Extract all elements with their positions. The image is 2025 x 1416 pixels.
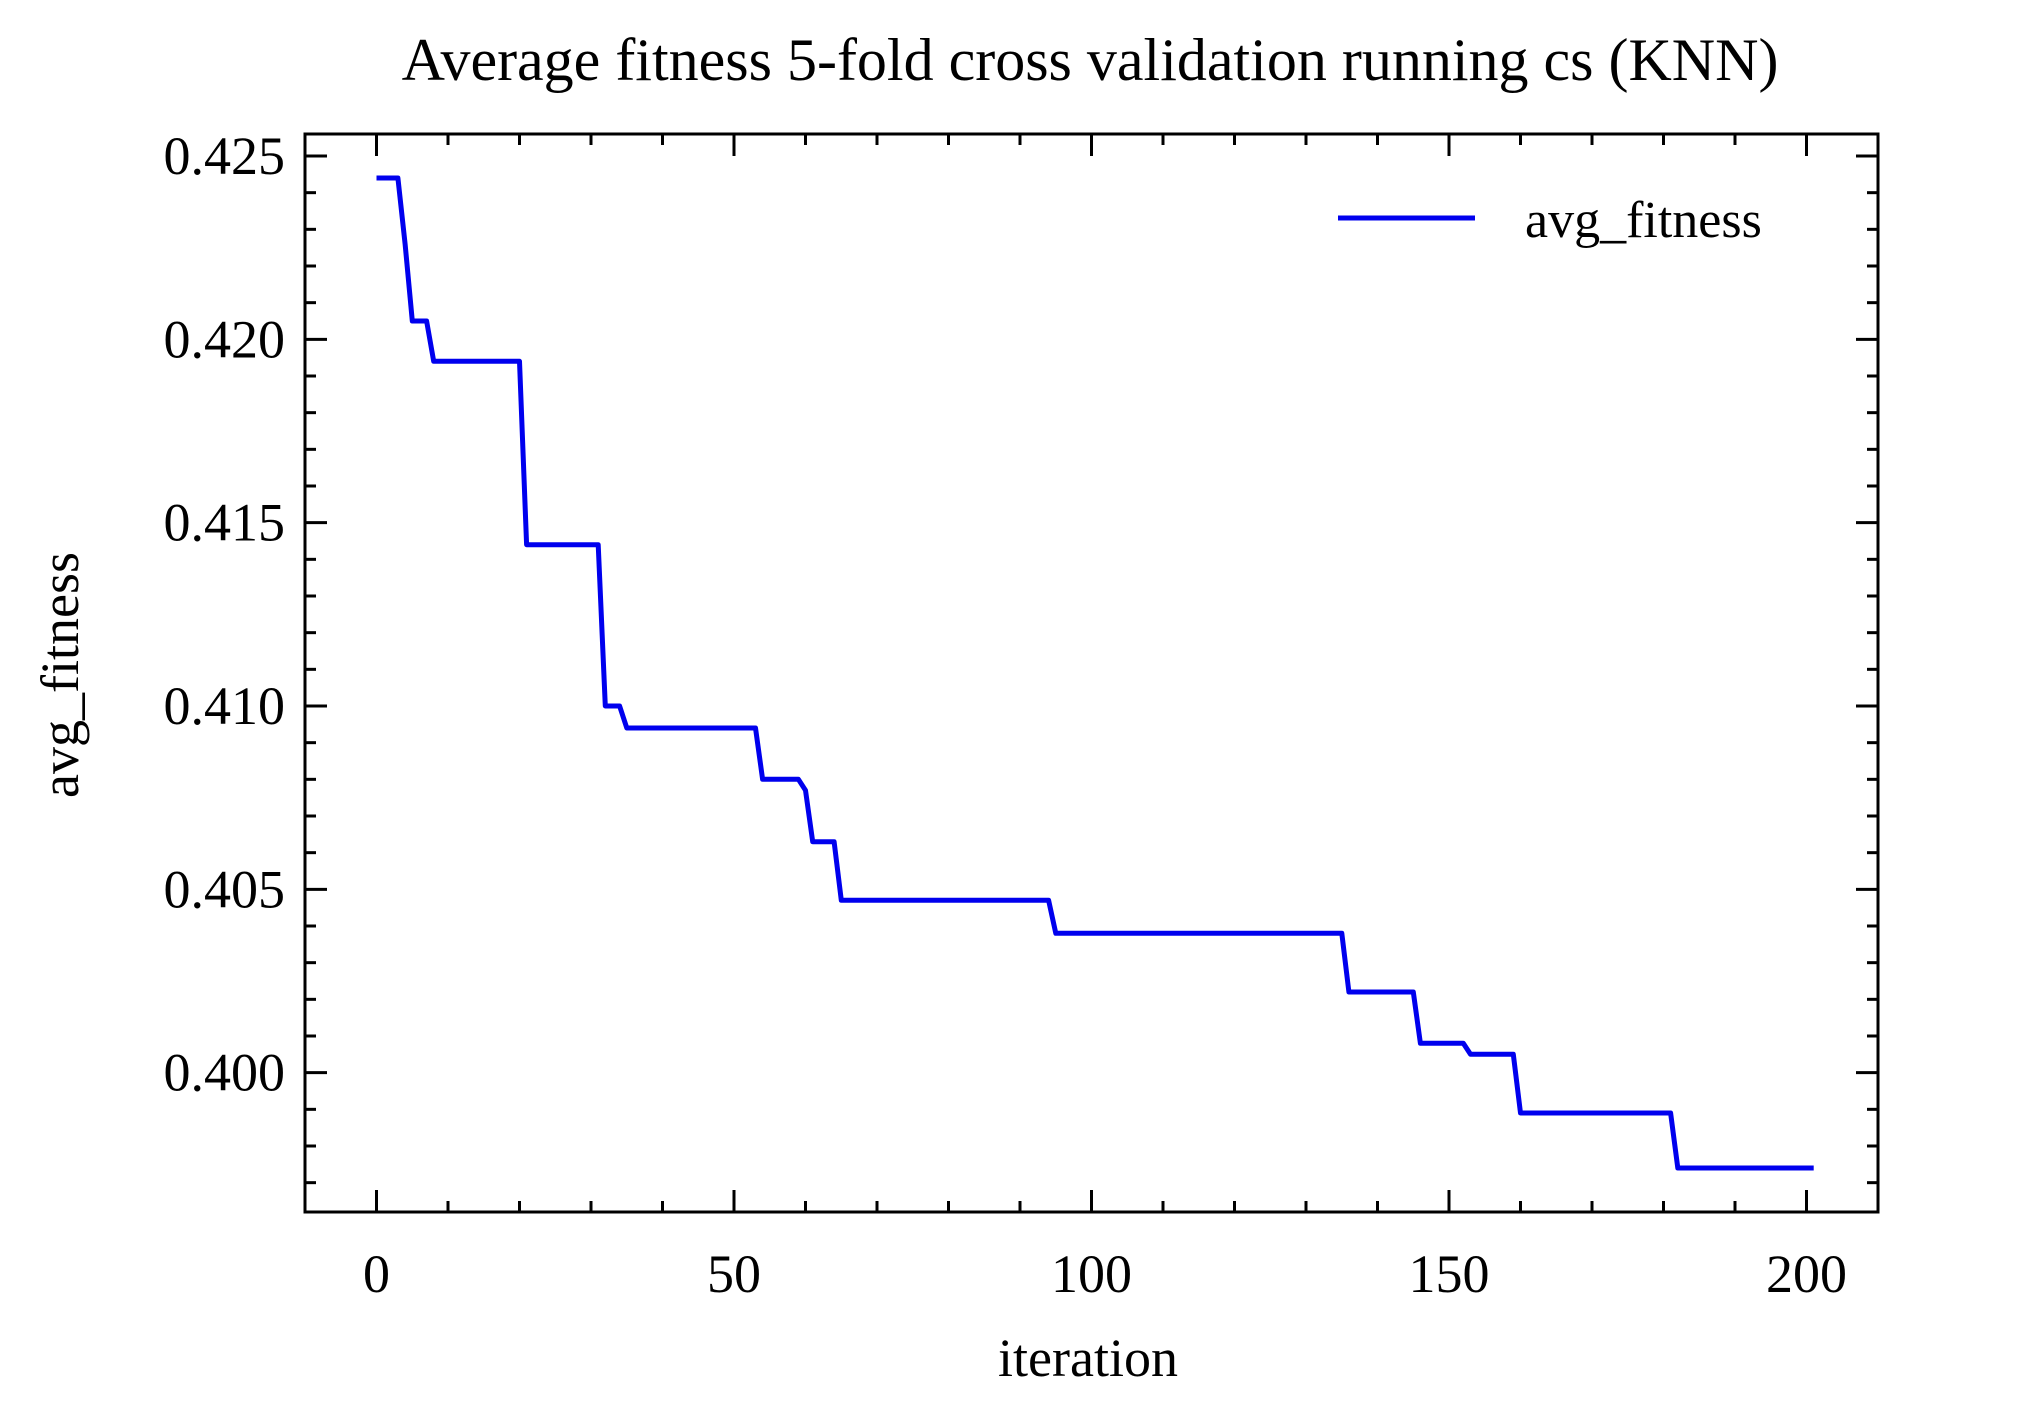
x-axis-label: iteration	[998, 1328, 1178, 1388]
x-tick-label: 50	[707, 1244, 761, 1304]
y-tick-label: 0.415	[164, 493, 286, 553]
y-tick-label: 0.410	[164, 676, 286, 736]
y-tick-label: 0.420	[164, 309, 286, 369]
x-tick-label: 200	[1766, 1244, 1847, 1304]
y-axis: 0.400 0.405 0.410 0.415 0.420 0.425	[164, 126, 1878, 1185]
chart-title: Average fitness 5-fold cross validation …	[402, 27, 1779, 93]
x-tick-label: 0	[363, 1244, 390, 1304]
y-tick-label: 0.405	[164, 859, 286, 919]
x-tick-label: 150	[1409, 1244, 1490, 1304]
y-axis-label: avg_fitness	[30, 552, 90, 798]
y-tick-label: 0.400	[164, 1043, 286, 1103]
x-axis: 0 50 100 150 200	[303, 134, 1880, 1304]
legend: avg_fitness	[1338, 192, 1762, 249]
y-tick-label: 0.425	[164, 126, 286, 186]
series-line-avg-fitness	[376, 175, 1814, 1171]
legend-label: avg_fitness	[1525, 192, 1762, 249]
plot-frame	[303, 132, 1880, 1214]
x-tick-label: 100	[1051, 1244, 1132, 1304]
plot-series	[376, 175, 1814, 1171]
